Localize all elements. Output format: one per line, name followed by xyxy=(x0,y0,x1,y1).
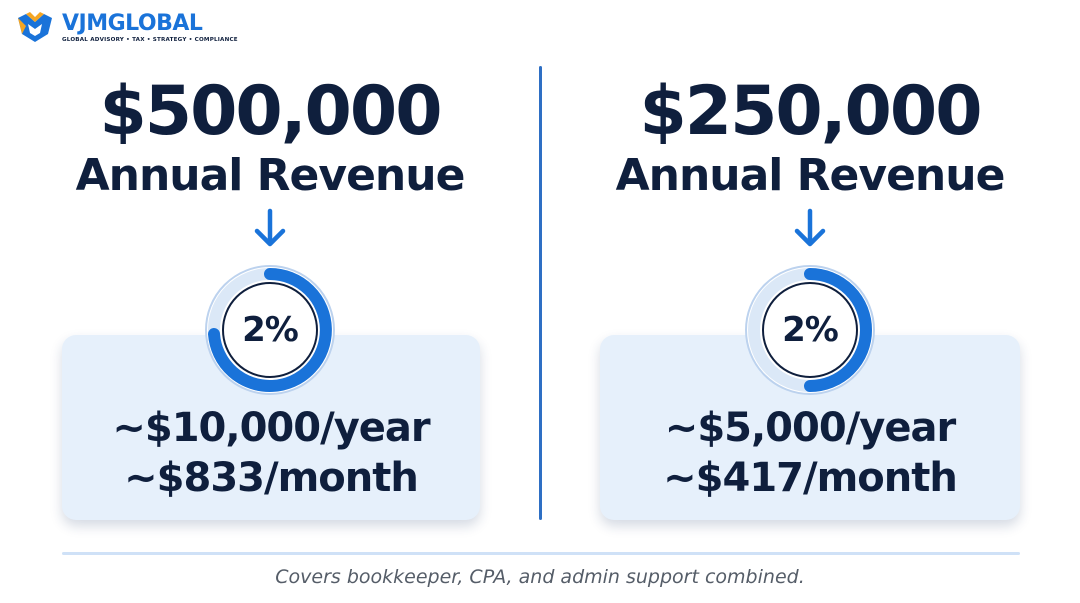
monthly-cost: ~$833/month xyxy=(124,455,419,501)
percent-label: 2% xyxy=(782,310,839,350)
brand-name-part1: VJM xyxy=(62,11,108,36)
revenue-amount: $250,000 xyxy=(639,72,982,151)
arrow-down-icon xyxy=(254,208,286,247)
monthly-cost: ~$417/month xyxy=(663,455,958,501)
cost-card: ~$10,000/year ~$833/month xyxy=(62,335,480,520)
revenue-amount: $500,000 xyxy=(99,72,442,151)
logo-mark-icon xyxy=(18,12,52,42)
revenue-label: Annual Revenue xyxy=(75,150,466,201)
footnote: Covers bookkeeper, CPA, and admin suppor… xyxy=(275,566,805,588)
revenue-label: Annual Revenue xyxy=(615,150,1006,201)
vertical-divider xyxy=(539,66,542,520)
yearly-cost: ~$5,000/year xyxy=(664,405,956,451)
brand-logo: VJMGLOBAL GLOBAL ADVISORY • TAX • STRATE… xyxy=(16,12,238,44)
cost-card: ~$5,000/year ~$417/month xyxy=(600,335,1020,520)
panel-250k: $250,000 Annual Revenue ~$5,000/year ~$4… xyxy=(540,0,1080,540)
arrow-down-icon xyxy=(794,208,826,247)
panel-500k: $500,000 Annual Revenue ~$10,000/year ~$… xyxy=(0,0,540,540)
ring-graphic xyxy=(745,265,875,395)
percent-ring: 2% xyxy=(202,262,338,398)
brand-tagline: GLOBAL ADVISORY • TAX • STRATEGY • COMPL… xyxy=(62,37,238,43)
ring-graphic xyxy=(205,265,335,395)
brand-name-part2: GLOBAL xyxy=(107,11,203,36)
brand-name: VJMGLOBAL xyxy=(62,13,238,35)
percent-ring: 2% xyxy=(742,262,878,398)
percent-label: 2% xyxy=(242,310,299,350)
horizontal-divider xyxy=(62,552,1020,555)
yearly-cost: ~$10,000/year xyxy=(112,405,430,451)
